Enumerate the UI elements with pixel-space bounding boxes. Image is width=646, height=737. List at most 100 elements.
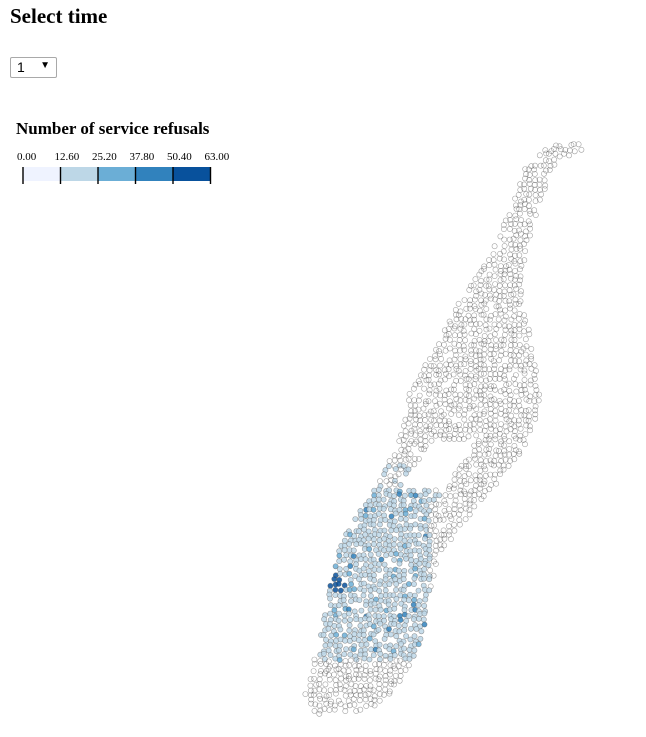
map-point bbox=[466, 506, 473, 513]
map-point bbox=[392, 672, 399, 679]
map-point bbox=[348, 681, 355, 688]
map-point bbox=[518, 288, 524, 295]
map-point bbox=[412, 432, 419, 439]
map-point bbox=[467, 497, 474, 504]
map-point bbox=[445, 331, 452, 337]
map-point bbox=[507, 301, 513, 308]
time-select[interactable]: 1 ▼ bbox=[10, 57, 57, 78]
map-point bbox=[362, 556, 369, 563]
map-point bbox=[571, 148, 578, 155]
map-point bbox=[445, 486, 452, 493]
map-point bbox=[476, 271, 483, 278]
map-point bbox=[331, 706, 338, 713]
map-point bbox=[476, 421, 483, 427]
map-point bbox=[497, 471, 503, 477]
map-point bbox=[347, 688, 354, 695]
map-point bbox=[391, 493, 397, 499]
map-point bbox=[337, 701, 344, 707]
map-point bbox=[412, 412, 419, 419]
map-point bbox=[542, 157, 549, 164]
map-point bbox=[432, 561, 439, 567]
map-point bbox=[500, 276, 507, 283]
map-point bbox=[367, 696, 374, 702]
map-point bbox=[342, 703, 349, 710]
map-point bbox=[510, 235, 517, 242]
map-point bbox=[532, 391, 539, 398]
map-point bbox=[481, 366, 488, 372]
map-point bbox=[541, 186, 548, 192]
map-point bbox=[440, 516, 447, 523]
map-point bbox=[460, 343, 467, 350]
map-point bbox=[360, 686, 367, 693]
map-point bbox=[363, 668, 369, 674]
map-point bbox=[467, 477, 474, 484]
map-point bbox=[527, 210, 534, 217]
map-point bbox=[483, 316, 490, 323]
map-point bbox=[516, 206, 522, 212]
map-point bbox=[462, 458, 469, 465]
map-point bbox=[421, 535, 428, 542]
map-point bbox=[473, 387, 479, 394]
legend-title: Number of service refusals bbox=[16, 119, 210, 138]
map-point bbox=[493, 337, 499, 343]
map-point bbox=[542, 182, 549, 189]
map-point bbox=[523, 191, 530, 197]
map-point bbox=[522, 386, 528, 393]
map-point bbox=[507, 271, 514, 278]
map-point bbox=[437, 431, 444, 438]
map-point bbox=[312, 701, 319, 708]
map-point bbox=[337, 686, 344, 692]
map-point bbox=[463, 465, 469, 472]
map-point bbox=[370, 506, 377, 513]
map-point bbox=[418, 445, 425, 452]
legend-swatch bbox=[23, 167, 61, 181]
map-point bbox=[451, 476, 458, 483]
map-point bbox=[351, 608, 358, 615]
map-point bbox=[498, 267, 504, 274]
map-point bbox=[386, 581, 393, 587]
map-point bbox=[406, 646, 413, 653]
map-point bbox=[405, 455, 412, 462]
map-point bbox=[317, 695, 323, 702]
map-point bbox=[376, 567, 382, 573]
map-point bbox=[436, 492, 443, 499]
map-point bbox=[516, 448, 522, 455]
map-point bbox=[468, 321, 474, 327]
map-point bbox=[523, 396, 530, 403]
map-point bbox=[387, 473, 394, 479]
map-point bbox=[335, 617, 342, 624]
map-point bbox=[416, 548, 423, 554]
map-point bbox=[435, 512, 442, 519]
map-point bbox=[415, 641, 422, 648]
map-point bbox=[375, 531, 382, 538]
map-point bbox=[396, 560, 403, 567]
map-point bbox=[450, 386, 457, 393]
map-point bbox=[367, 563, 374, 570]
map-point bbox=[426, 390, 433, 397]
map-point bbox=[331, 576, 338, 582]
map-point bbox=[575, 141, 582, 148]
map-point bbox=[517, 273, 524, 280]
map-point bbox=[342, 637, 348, 644]
map-point bbox=[311, 708, 318, 714]
map-point bbox=[348, 581, 354, 588]
map-point bbox=[482, 297, 489, 304]
map-point bbox=[497, 441, 504, 448]
map-point bbox=[408, 430, 414, 437]
color-legend: 0.00 12.60 25.20 37.80 50.40 63.00 bbox=[17, 151, 230, 184]
map-point bbox=[343, 646, 349, 652]
map-point bbox=[481, 346, 488, 353]
map-point bbox=[362, 512, 369, 519]
map-point bbox=[471, 452, 477, 459]
map-point bbox=[463, 305, 470, 312]
map-point bbox=[522, 317, 529, 324]
map-point bbox=[521, 367, 528, 374]
map-point bbox=[478, 290, 485, 297]
map-point bbox=[356, 576, 362, 582]
map-point bbox=[536, 152, 543, 159]
map-point bbox=[386, 626, 392, 632]
map-point bbox=[372, 606, 379, 613]
map-point bbox=[521, 185, 528, 192]
map-point bbox=[510, 291, 517, 298]
map-point bbox=[456, 436, 463, 442]
